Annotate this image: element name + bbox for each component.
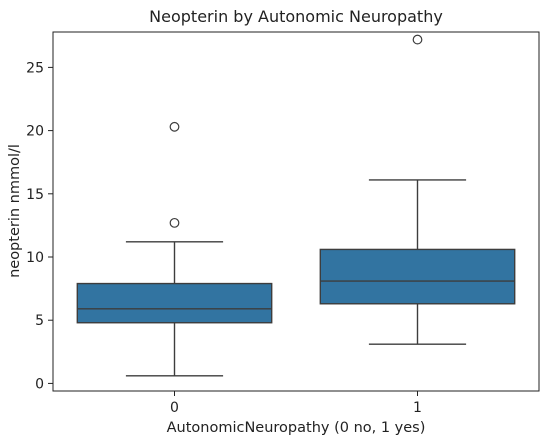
y-axis: 0 5 10 15 20 25 — [26, 60, 53, 392]
box-group-1 — [319, 34, 516, 345]
box-group-0 — [76, 121, 273, 377]
box-iqr — [319, 248, 516, 305]
outlier-point — [169, 121, 180, 132]
x-tick-label: 0 — [170, 400, 179, 416]
x-tick-label: 1 — [413, 400, 422, 416]
chart-title: Neopterin by Autonomic Neuropathy — [149, 7, 443, 26]
y-tick-label: 20 — [26, 124, 44, 140]
y-tick-label: 5 — [35, 313, 44, 329]
plot-frame — [52, 31, 540, 392]
outlier-point — [412, 34, 423, 45]
plot-area — [76, 34, 516, 377]
y-tick-label: 10 — [26, 250, 44, 266]
y-tick-label: 25 — [26, 60, 44, 76]
y-tick-label: 15 — [26, 187, 44, 203]
y-axis-label: neopterin nmmol/l — [7, 144, 23, 278]
box-iqr — [76, 282, 273, 324]
y-tick-label: 0 — [35, 376, 44, 392]
outlier-point — [169, 217, 180, 228]
x-axis-label: AutonomicNeuropathy (0 no, 1 yes) — [167, 420, 426, 436]
